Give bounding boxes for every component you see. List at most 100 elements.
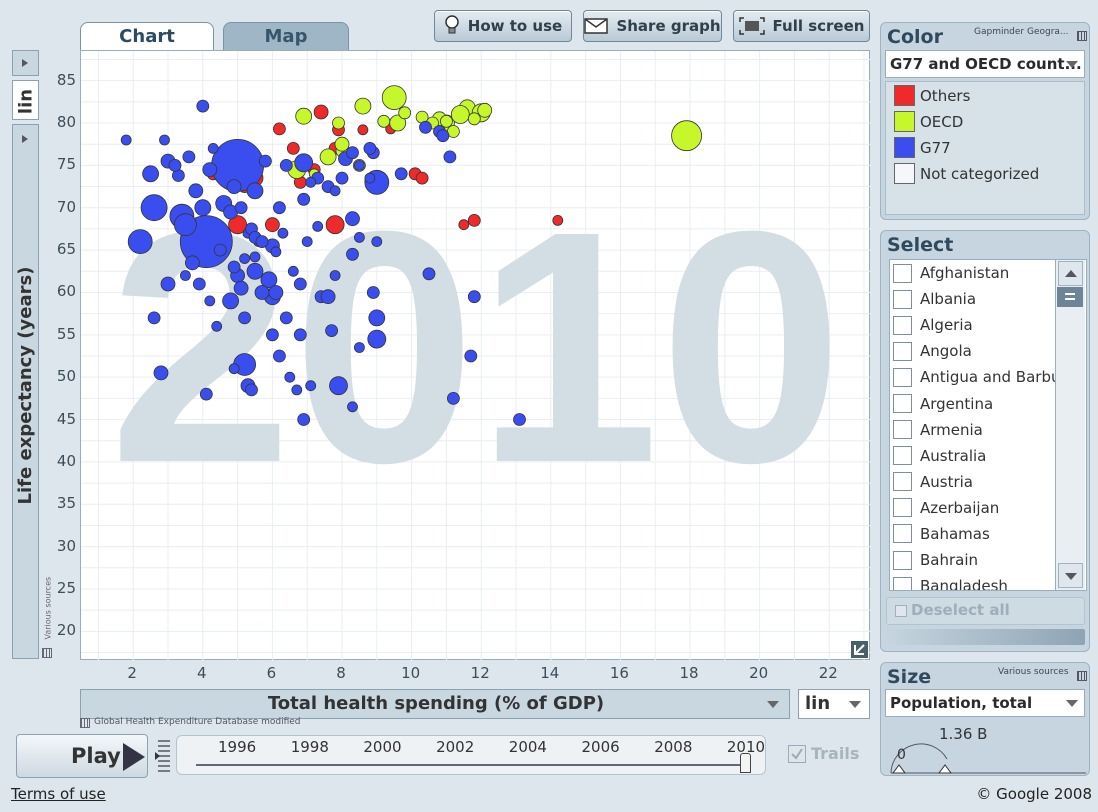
bubble-g77[interactable] [268, 285, 284, 300]
country-item[interactable]: Australia [890, 443, 1086, 469]
bubble-g77[interactable] [366, 286, 380, 299]
legend-item-g77[interactable]: G77 [894, 137, 951, 158]
bubble-oecd[interactable] [450, 105, 470, 124]
grid-icon[interactable] [80, 718, 90, 728]
bubble-g77[interactable] [312, 220, 324, 232]
country-item[interactable]: Albania [890, 286, 1086, 312]
country-checkbox[interactable] [893, 524, 912, 544]
bubble-g77[interactable] [211, 320, 223, 332]
bubble-g77[interactable] [284, 371, 296, 383]
country-checkbox[interactable] [893, 420, 912, 440]
bubble-g77[interactable] [245, 383, 258, 397]
bubble-g77[interactable] [142, 165, 159, 183]
bubble-g77[interactable] [159, 134, 170, 146]
bubble-g77[interactable] [202, 162, 218, 177]
bubble-g77[interactable] [272, 349, 286, 363]
bubble-g77[interactable] [464, 349, 478, 363]
bubble-g77[interactable] [446, 391, 460, 405]
bubble-oecd[interactable] [439, 114, 453, 128]
bubble-g77[interactable] [329, 270, 341, 281]
bubble-g77[interactable] [353, 160, 365, 171]
bubble-g77[interactable] [222, 292, 240, 310]
bubble-g77[interactable] [353, 342, 365, 353]
bubble-g77[interactable] [174, 213, 197, 237]
tab-chart[interactable]: Chart [80, 22, 214, 52]
timeline[interactable] [176, 735, 766, 775]
resize-arrow-icon[interactable] [851, 641, 868, 658]
country-checkbox[interactable] [893, 263, 912, 283]
bubble-g77[interactable] [185, 255, 200, 271]
bubble-g77[interactable] [422, 267, 436, 281]
bubble-others[interactable] [264, 217, 280, 233]
bubble-g77[interactable] [199, 387, 213, 401]
bubble-g77[interactable] [347, 401, 358, 413]
share-graph-button[interactable]: Share graph [583, 10, 722, 42]
timeline-track[interactable] [196, 764, 746, 766]
legend-item-others[interactable]: Others [894, 85, 970, 106]
legend-item-oecd[interactable]: OECD [894, 111, 963, 132]
bubble-g77[interactable] [180, 270, 191, 281]
bubble-g77[interactable] [335, 171, 349, 185]
bubble-g77[interactable] [297, 192, 311, 206]
color-dropdown[interactable]: G77 and OECD count... [885, 50, 1085, 78]
bubble-g77[interactable] [419, 120, 432, 134]
x-axis-indicator-dropdown[interactable]: Total health spending (% of GDP) [80, 689, 790, 719]
country-checkbox[interactable] [893, 367, 912, 387]
bubble-others[interactable] [357, 124, 369, 136]
bubble-g77[interactable] [260, 271, 278, 289]
bubble-others[interactable] [286, 142, 300, 155]
trails-checkbox[interactable] [788, 745, 806, 763]
bubble-others[interactable] [228, 215, 248, 235]
bubble-oecd[interactable] [477, 102, 493, 118]
bubble-g77[interactable] [294, 153, 314, 173]
size-range-slider[interactable] [881, 719, 1091, 777]
bubble-g77[interactable] [329, 376, 348, 396]
bubble-g77[interactable] [227, 260, 241, 274]
bubble-g77[interactable] [160, 276, 176, 292]
bubble-g77[interactable] [305, 176, 317, 188]
country-checkbox[interactable] [893, 472, 912, 492]
y-scale-dropdown[interactable]: lin [12, 80, 39, 120]
bubble-g77[interactable] [234, 201, 248, 215]
bubble-oecd[interactable] [319, 148, 337, 166]
bubble-g77[interactable] [258, 154, 272, 168]
bubble-g77[interactable] [246, 182, 264, 200]
bubble-g77[interactable] [238, 311, 252, 325]
scroll-up-button[interactable] [1058, 261, 1083, 286]
bubble-g77[interactable] [182, 150, 196, 164]
bubble-g77[interactable] [436, 129, 450, 143]
bubble-g77[interactable] [291, 384, 303, 396]
timeline-slider-handle[interactable] [740, 753, 751, 773]
grid-icon[interactable] [42, 648, 52, 658]
bubble-g77[interactable] [371, 236, 383, 248]
bubble-g77[interactable] [287, 265, 299, 277]
bubble-g77[interactable] [320, 289, 336, 305]
country-checkbox[interactable] [893, 498, 912, 518]
country-item[interactable]: Bahrain [890, 547, 1086, 573]
bubble-g77[interactable] [368, 309, 386, 327]
bubble-g77[interactable] [325, 324, 339, 338]
bubble-g77[interactable] [345, 211, 360, 227]
bubble-oecd[interactable] [334, 136, 350, 152]
bubble-g77[interactable] [363, 142, 377, 155]
bubble-oecd[interactable] [398, 106, 412, 120]
bubble-g77[interactable] [301, 236, 313, 248]
bubble-g77[interactable] [239, 253, 251, 265]
bubble-g77[interactable] [346, 247, 359, 261]
bubble-g77[interactable] [293, 328, 307, 342]
bubble-g77[interactable] [364, 172, 376, 184]
bubble-g77[interactable] [228, 363, 240, 375]
bubble-oecd[interactable] [671, 120, 702, 152]
grid-icon[interactable] [1077, 31, 1087, 41]
bubble-g77[interactable] [279, 311, 293, 325]
bubble-g77[interactable] [394, 167, 408, 181]
country-item[interactable]: Armenia [890, 417, 1086, 443]
bubble-g77[interactable] [120, 134, 132, 146]
bubble-oecd[interactable] [332, 116, 345, 130]
bubble-g77[interactable] [367, 329, 387, 349]
y-axis-indicator-dropdown[interactable]: Life expectancy (years) [12, 124, 39, 659]
country-item[interactable]: Argentina [890, 390, 1086, 416]
country-checkbox[interactable] [893, 315, 912, 335]
bubble-g77[interactable] [204, 295, 216, 307]
bubble-others[interactable] [415, 171, 429, 185]
